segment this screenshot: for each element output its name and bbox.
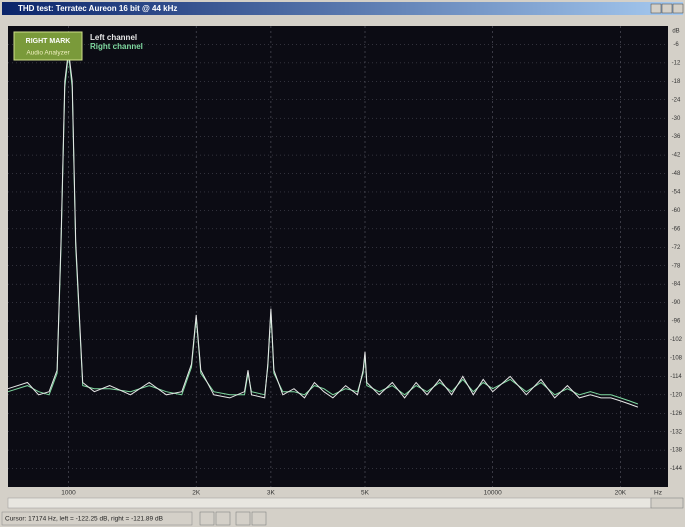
y-tick-label: -72 xyxy=(672,245,681,251)
x-axis-label: Hz xyxy=(654,490,662,497)
y-tick-label: -126 xyxy=(670,411,683,417)
horizontal-scrollbar[interactable] xyxy=(7,497,652,509)
y-tick-label: -90 xyxy=(672,300,681,306)
x-tick-label: 3K xyxy=(267,490,276,497)
x-tick-label: 2K xyxy=(192,490,201,497)
y-tick-label: -30 xyxy=(672,116,681,122)
logo-box xyxy=(13,31,83,61)
y-tick-label: -12 xyxy=(672,60,681,66)
close-button[interactable] xyxy=(672,3,684,14)
window-title: THD test: Terratec Aureon 16 bit @ 44 kH… xyxy=(18,4,177,13)
y-tick-label: -84 xyxy=(672,282,681,288)
y-tick-label: -96 xyxy=(672,319,681,325)
y-tick-label: -78 xyxy=(672,263,681,269)
y-tick-label: -102 xyxy=(670,337,683,343)
zoom-buttons[interactable] xyxy=(650,497,684,509)
y-tick-label: -108 xyxy=(670,355,683,361)
spectrum-line xyxy=(7,53,639,405)
maximize-button[interactable] xyxy=(661,3,673,14)
y-tick-label: -120 xyxy=(670,392,683,398)
x-tick-label: 10000 xyxy=(484,490,502,497)
toolbar-button[interactable] xyxy=(251,511,267,526)
toolbar-button[interactable] xyxy=(199,511,215,526)
x-tick-label: 1000 xyxy=(61,490,76,497)
y-tick-label: -132 xyxy=(670,429,683,435)
y-tick-label: -18 xyxy=(672,79,681,85)
x-tick-label: 20K xyxy=(615,490,627,497)
y-axis-panel xyxy=(668,26,683,487)
plot-area xyxy=(8,26,668,487)
y-tick-label: -144 xyxy=(670,466,683,472)
spectrum-line xyxy=(7,50,639,408)
title-bar xyxy=(2,2,683,15)
logo-top: RIGHT MARK xyxy=(26,38,71,45)
toolbar-button[interactable] xyxy=(235,511,251,526)
y-tick-label: -60 xyxy=(672,208,681,214)
y-axis-label: dB xyxy=(672,29,679,35)
legend-entry: Right channel xyxy=(90,42,143,51)
status-text: Cursor: 17174 Hz, left = -122.25 dB, rig… xyxy=(5,516,163,523)
y-tick-label: -48 xyxy=(672,171,681,177)
y-tick-label: -138 xyxy=(670,448,683,454)
y-tick-label: -6 xyxy=(673,42,679,48)
minimize-button[interactable] xyxy=(650,3,662,14)
legend-entry: Left channel xyxy=(90,33,137,42)
logo-bottom: Audio Analyzer xyxy=(26,50,70,57)
toolbar-button[interactable] xyxy=(215,511,231,526)
y-tick-label: -24 xyxy=(672,97,681,103)
status-bar xyxy=(1,511,193,526)
y-tick-label: -66 xyxy=(672,226,681,232)
chart: -6 -12 -18 -24 -30 -36 -42 -48 -54 -60 -66 -72 -78 -8… xyxy=(7,26,683,497)
y-tick-label: -42 xyxy=(672,153,681,159)
x-tick-label: 5K xyxy=(361,490,370,497)
y-tick-label: -36 xyxy=(672,134,681,140)
y-tick-label: -114 xyxy=(670,374,682,380)
y-tick-label: -54 xyxy=(672,190,681,196)
